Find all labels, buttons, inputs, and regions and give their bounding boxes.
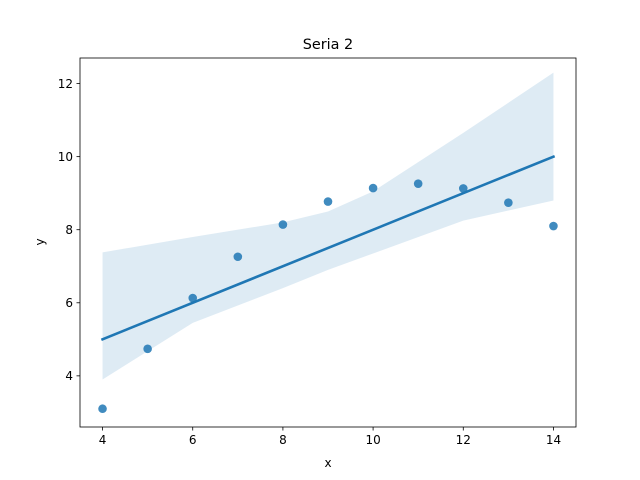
data-point (458, 184, 468, 193)
x-tick-label: 14 (546, 433, 561, 447)
data-point (413, 179, 423, 188)
y-tick-label: 12 (58, 77, 73, 91)
data-point (549, 221, 558, 231)
chart-title: Seria 2 (303, 37, 353, 53)
x-tick-label: 10 (365, 433, 380, 447)
x-tick-label: 8 (279, 433, 287, 447)
y-tick-label: 6 (65, 296, 73, 310)
data-point (143, 344, 152, 354)
x-tick-label: 6 (189, 433, 197, 447)
data-point (98, 404, 107, 414)
y-axis-label: y (33, 238, 47, 245)
data-point (233, 252, 243, 262)
data-point (188, 293, 198, 303)
y-tick-label: 10 (58, 150, 73, 164)
x-axis-ticks: 4 6 8 10 12 14 (99, 427, 561, 447)
plot-area (79, 57, 577, 428)
x-tick-label: 4 (99, 433, 107, 447)
data-point (323, 197, 333, 206)
data-point (368, 183, 378, 193)
x-tick-label: 12 (456, 433, 471, 447)
data-point (278, 220, 288, 229)
axes-frame (79, 57, 577, 428)
y-tick-label: 8 (65, 223, 73, 237)
data-point (504, 198, 513, 207)
y-tick-label: 4 (65, 369, 73, 383)
regression-line (100, 154, 556, 342)
x-axis-label: x (324, 456, 331, 470)
y-axis-ticks: 4 6 8 10 12 (58, 77, 80, 383)
confidence-band (102, 72, 554, 380)
